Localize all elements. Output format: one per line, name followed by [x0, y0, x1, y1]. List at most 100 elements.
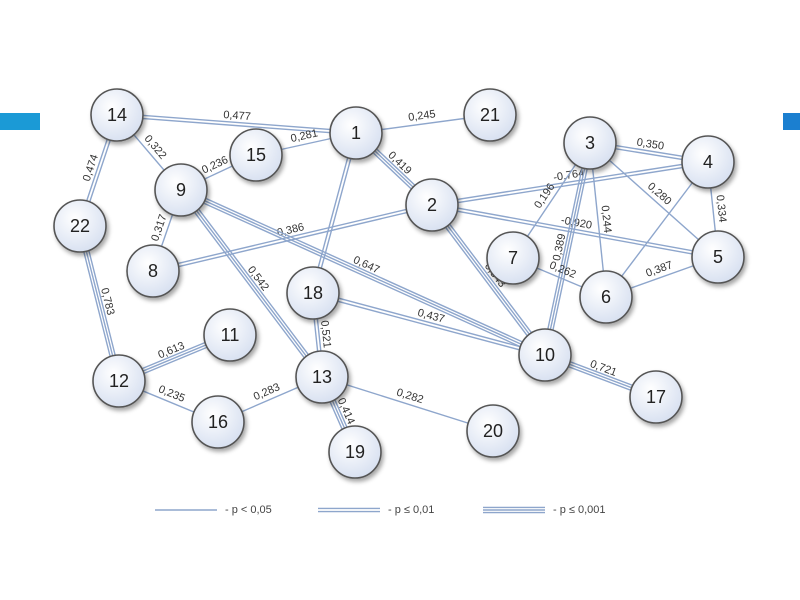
node-label: 22: [70, 216, 90, 236]
node-circle: [295, 350, 349, 404]
node: 21: [463, 88, 517, 142]
node-circle: [92, 354, 146, 408]
edge-label: 0,419: [385, 149, 413, 177]
edge-line: [431, 204, 546, 356]
node: 15: [229, 128, 283, 182]
node: 6: [579, 270, 633, 324]
node-label: 2: [427, 195, 437, 215]
node-label: 5: [713, 247, 723, 267]
edge-line: [310, 132, 356, 293]
edge-line: [312, 293, 545, 358]
node-label: 6: [601, 287, 611, 307]
node: 12: [92, 354, 146, 408]
node-circle: [203, 308, 257, 362]
node: 2: [405, 178, 459, 232]
node: 22: [53, 199, 107, 253]
edge: [431, 159, 709, 208]
edge-line: [181, 186, 547, 354]
edge: [178, 188, 325, 379]
node-label: 14: [107, 105, 127, 125]
legend: - p < 0,05 - p ≤ 0,01 - p ≤ 0,001: [155, 504, 606, 516]
edge-label: 0,283: [252, 381, 282, 403]
node: 9: [154, 163, 208, 217]
edge-line: [432, 162, 709, 208]
node-label: 17: [646, 387, 666, 407]
node-circle: [518, 328, 572, 382]
edge-line: [178, 191, 321, 379]
edge-line: [429, 206, 544, 357]
node: 1: [329, 106, 383, 160]
edge-line: [589, 142, 719, 258]
node: 20: [466, 404, 520, 458]
edge-label: 0,414: [335, 396, 357, 426]
edge-label: 0,236: [200, 154, 230, 177]
node-circle: [90, 88, 144, 142]
node-label: 11: [221, 325, 240, 345]
edge: [541, 142, 594, 356]
node-circle: [286, 266, 340, 320]
node-circle: [629, 370, 683, 424]
node-circle: [563, 116, 617, 170]
edge: [589, 142, 719, 258]
edge-line: [432, 202, 719, 257]
edge-label: 0,317: [149, 213, 169, 243]
edge-line: [153, 205, 433, 274]
edge-line: [179, 191, 545, 359]
node-circle: [681, 135, 735, 189]
edge-line: [182, 188, 325, 376]
edge: [152, 202, 433, 274]
node: 18: [286, 266, 340, 320]
edge: [179, 186, 547, 359]
edge-label: 0,280: [645, 180, 674, 207]
node-label: 21: [480, 105, 500, 125]
node-label: 4: [703, 152, 713, 172]
edge-line: [116, 115, 356, 136]
node-circle: [328, 425, 382, 479]
node-circle: [229, 128, 283, 182]
edge: [429, 203, 548, 357]
edge-line: [313, 133, 359, 294]
edge-label: 0,322: [142, 133, 169, 162]
node: 3: [563, 116, 617, 170]
node: 19: [328, 425, 382, 479]
node-label: 19: [345, 442, 365, 462]
node-circle: [405, 178, 459, 232]
accent-bar: [783, 113, 800, 130]
node-circle: [486, 231, 540, 285]
edge-line: [431, 159, 708, 205]
node-circle: [579, 270, 633, 324]
edge-label: 0,235: [157, 383, 187, 405]
edge-label: 0,350: [636, 136, 665, 152]
edge-line: [313, 290, 546, 355]
node: 7: [486, 231, 540, 285]
node-circle: [53, 199, 107, 253]
node: 8: [126, 244, 180, 298]
node-circle: [154, 163, 208, 217]
node-label: 7: [508, 248, 518, 268]
edge-line: [605, 161, 709, 298]
edge-label: 0,282: [395, 387, 425, 407]
edge-label: 0,389: [551, 233, 568, 262]
edge-label: -0,920: [560, 214, 593, 231]
node: 13: [295, 350, 349, 404]
edge-line: [152, 202, 432, 271]
edge-line: [180, 189, 546, 356]
node-label: 15: [246, 145, 266, 165]
node-label: 18: [303, 283, 323, 303]
node-circle: [463, 88, 517, 142]
node: 5: [691, 230, 745, 284]
node-label: 3: [585, 133, 595, 153]
edge-line: [546, 143, 594, 356]
node: 17: [629, 370, 683, 424]
edge: [321, 376, 494, 432]
node-label: 9: [176, 180, 186, 200]
node-label: 16: [208, 412, 228, 432]
edge-label: 0,477: [223, 109, 251, 123]
node-circle: [329, 106, 383, 160]
edge-line: [431, 205, 718, 260]
edge-label: 0,647: [351, 254, 381, 276]
legend-label: - p < 0,05: [225, 504, 272, 516]
